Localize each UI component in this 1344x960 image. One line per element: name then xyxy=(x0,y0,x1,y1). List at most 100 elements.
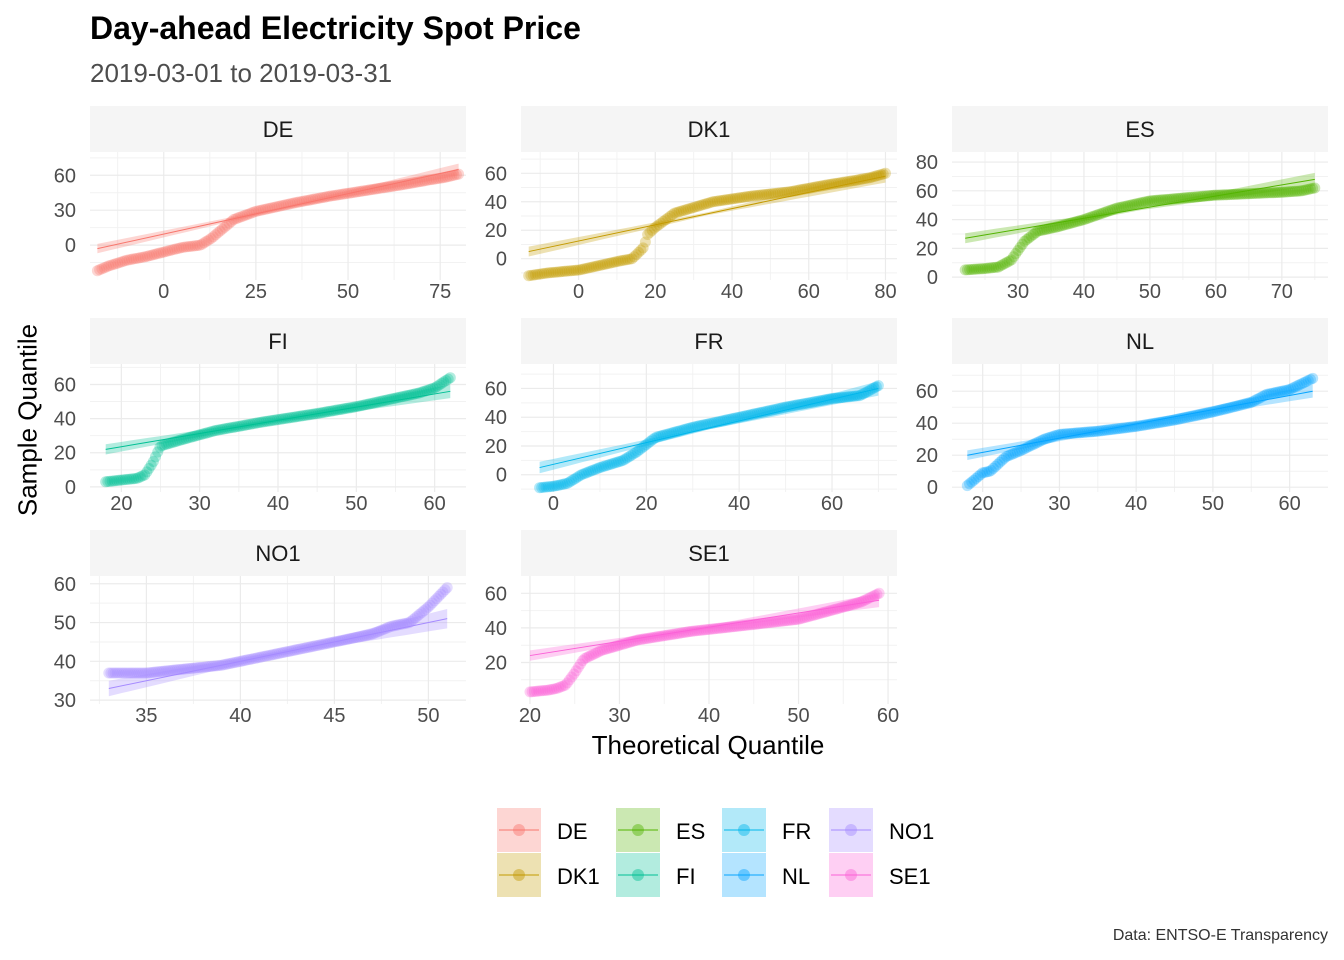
data-point xyxy=(749,190,761,202)
data-point xyxy=(704,197,716,208)
data-point xyxy=(587,464,599,476)
data-point xyxy=(425,174,437,186)
data-point xyxy=(1298,184,1310,196)
data-point xyxy=(275,413,287,425)
data-point xyxy=(592,646,604,658)
data-point xyxy=(684,626,696,637)
data-point xyxy=(693,200,705,212)
data-point xyxy=(994,260,1006,272)
data-point xyxy=(583,466,595,478)
data-point xyxy=(1281,384,1293,396)
legend-key-point xyxy=(845,869,857,881)
data-point xyxy=(691,201,703,212)
y-tick-label: 20 xyxy=(916,445,938,467)
data-point xyxy=(563,476,575,488)
data-point xyxy=(193,429,205,441)
data-point xyxy=(738,191,750,203)
data-point xyxy=(977,263,989,275)
data-point xyxy=(1035,435,1047,447)
data-point xyxy=(781,186,793,198)
data-point xyxy=(1294,379,1306,391)
y-tick-label: 40 xyxy=(485,618,507,640)
data-point xyxy=(752,618,764,630)
data-point xyxy=(634,444,646,456)
data-point xyxy=(371,626,383,638)
data-point xyxy=(1146,195,1158,207)
data-point xyxy=(590,647,602,659)
data-point xyxy=(1148,195,1160,206)
data-point xyxy=(543,267,555,279)
data-point xyxy=(803,182,815,194)
data-point xyxy=(130,473,142,484)
data-point xyxy=(175,242,187,254)
data-point xyxy=(740,191,752,203)
fit-line xyxy=(539,387,879,469)
data-point xyxy=(160,438,172,450)
data-point xyxy=(713,195,725,207)
data-point xyxy=(435,588,447,600)
data-point xyxy=(779,615,791,627)
data-point xyxy=(583,262,595,274)
data-point xyxy=(689,421,701,433)
data-point xyxy=(366,184,378,195)
data-point xyxy=(1081,426,1093,438)
data-point xyxy=(707,196,719,208)
x-tick-label: 40 xyxy=(728,493,750,515)
y-tick-label: 80 xyxy=(916,152,938,174)
data-point xyxy=(1045,222,1057,234)
data-point xyxy=(977,467,988,479)
data-point xyxy=(880,167,891,179)
data-point xyxy=(364,184,376,196)
data-point xyxy=(1027,439,1038,451)
data-point xyxy=(321,191,333,203)
data-point xyxy=(638,633,650,645)
data-point xyxy=(842,600,854,612)
data-point xyxy=(205,233,217,244)
data-point xyxy=(811,395,823,407)
data-point xyxy=(570,264,582,276)
data-point xyxy=(219,221,231,233)
data-point xyxy=(426,597,438,609)
data-point xyxy=(720,194,732,206)
x-tick-label: 35 xyxy=(135,705,157,727)
data-point xyxy=(439,171,451,183)
data-point xyxy=(1293,185,1305,197)
data-point xyxy=(105,259,117,271)
data-point xyxy=(669,207,680,219)
data-point xyxy=(785,186,797,197)
data-point xyxy=(581,262,593,274)
data-point xyxy=(868,382,880,394)
data-point xyxy=(961,480,973,492)
data-point xyxy=(718,194,730,206)
data-point xyxy=(112,257,124,269)
data-point xyxy=(794,613,806,625)
data-point xyxy=(1000,451,1012,462)
data-point xyxy=(774,187,786,199)
data-point xyxy=(853,390,865,402)
legend-label: FR xyxy=(782,819,811,844)
data-point xyxy=(103,667,115,679)
y-tick-label: 20 xyxy=(54,443,76,465)
data-point xyxy=(595,461,607,473)
data-point xyxy=(1091,209,1103,221)
x-tick-label: 80 xyxy=(874,281,896,303)
data-point xyxy=(776,187,788,199)
legend-key-point xyxy=(632,824,644,836)
x-tick-label: 0 xyxy=(573,281,584,303)
data-point xyxy=(1265,387,1277,399)
data-point xyxy=(783,401,795,412)
data-point xyxy=(165,665,176,676)
data-point xyxy=(435,172,446,184)
data-point xyxy=(588,648,600,660)
data-point xyxy=(111,475,122,487)
data-point xyxy=(533,685,545,697)
data-point xyxy=(185,240,196,252)
data-point xyxy=(108,475,120,487)
legend-key-point xyxy=(738,869,750,881)
data-point xyxy=(1115,201,1127,213)
x-tick-label: 60 xyxy=(424,493,446,515)
data-point xyxy=(649,631,661,643)
data-point xyxy=(280,412,292,424)
x-tick-label: 0 xyxy=(158,281,169,303)
